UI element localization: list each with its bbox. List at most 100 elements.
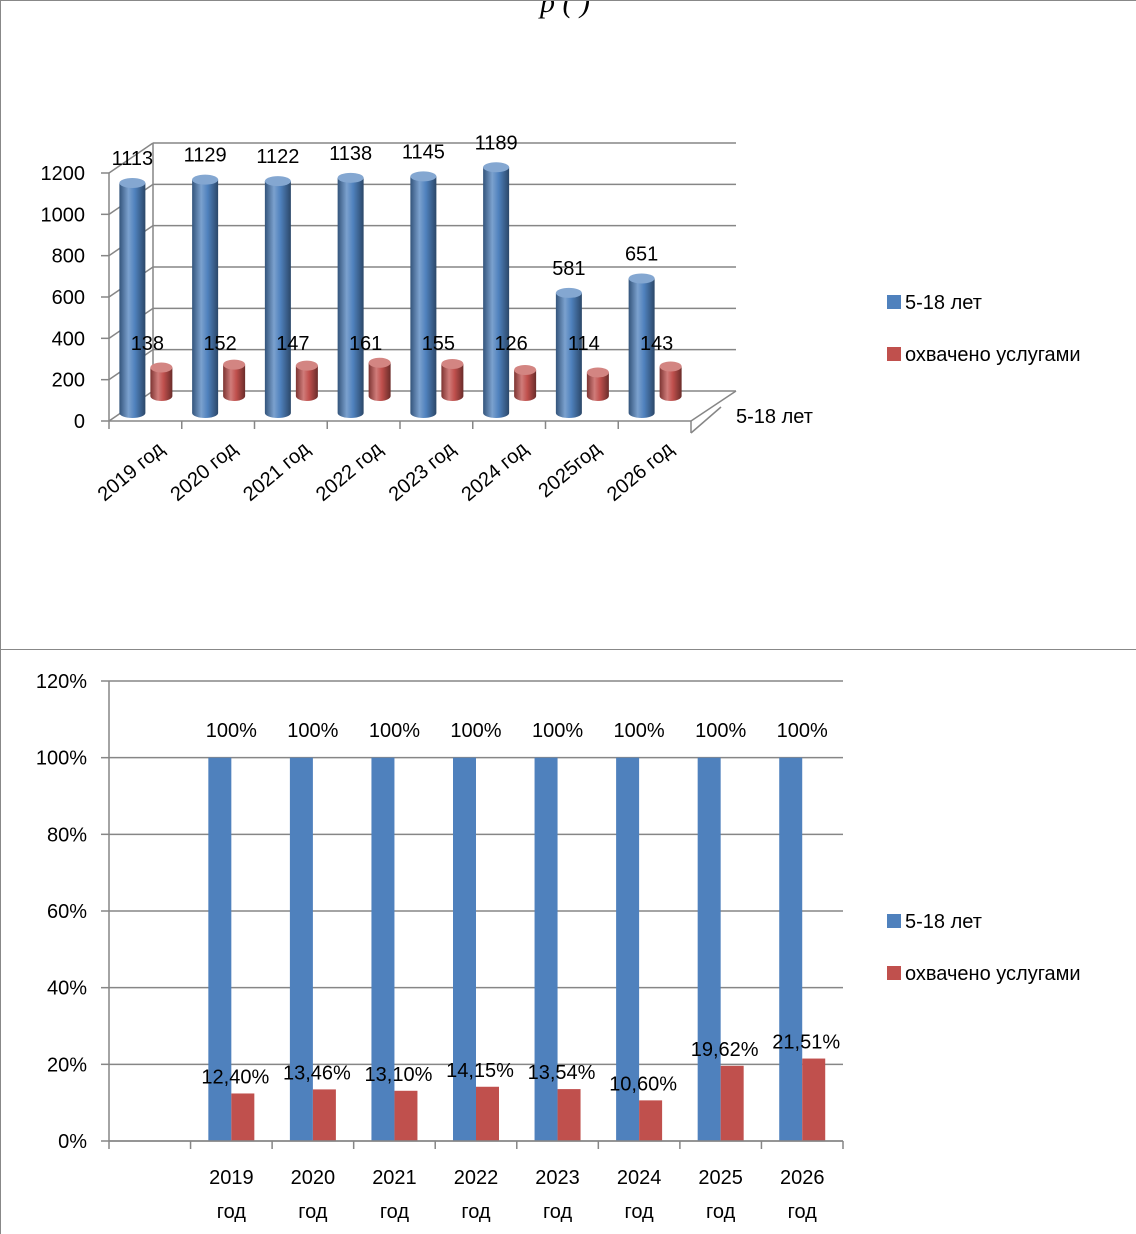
y-tick-label: 400 — [52, 328, 85, 350]
depth-tick — [690, 406, 722, 434]
x-tick-label-year: 2022 — [454, 1167, 499, 1189]
data-label-covered: 21,51% — [772, 1032, 840, 1054]
legend-swatch — [887, 347, 901, 361]
bar-5-18 — [453, 757, 476, 1141]
bar-covered-top — [223, 359, 246, 370]
bar-covered-top — [514, 364, 537, 375]
x-tick-label-unit: год — [543, 1201, 573, 1223]
x-tick-label-unit: год — [380, 1201, 410, 1223]
legend-label: охвачено услугами — [905, 963, 1081, 985]
x-tick-label: 2021 год — [239, 438, 314, 506]
data-label-5-18: 651 — [625, 243, 658, 265]
bar-5-18 — [119, 182, 146, 418]
bar-5-18 — [483, 167, 510, 418]
bar-covered — [476, 1086, 499, 1141]
data-label-covered: 152 — [203, 333, 236, 355]
bar-covered-top — [368, 357, 391, 368]
legend-swatch — [887, 966, 901, 980]
bar-5-18 — [208, 757, 232, 1141]
bar-5-18-top — [337, 172, 364, 183]
bar-covered-top — [586, 367, 609, 378]
legend-swatch — [887, 914, 901, 928]
bar-covered — [231, 1093, 255, 1141]
y-tick-label: 0% — [58, 1131, 87, 1153]
y-tick-label: 20% — [47, 1054, 87, 1076]
bar-5-18-top — [410, 171, 437, 182]
bar-5-18-top — [555, 287, 582, 298]
bar-5-18 — [779, 757, 803, 1141]
data-label-5-18: 100% — [206, 720, 257, 742]
data-label-covered: 13,54% — [528, 1062, 596, 1084]
data-label-covered: 114 — [568, 333, 600, 355]
bar-5-18 — [371, 757, 395, 1141]
depth-axis-label: 5-18 лет — [736, 406, 813, 428]
bar-5-18 — [337, 177, 364, 418]
bar-5-18-top — [483, 162, 510, 173]
bar-covered — [394, 1090, 418, 1141]
x-tick-label-unit: год — [461, 1201, 491, 1223]
bar-covered-top — [441, 358, 464, 369]
x-tick-label-unit: год — [217, 1201, 247, 1223]
x-tick-label: 2026 год — [603, 438, 678, 506]
data-label-5-18: 100% — [450, 720, 501, 742]
data-label-5-18: 1189 — [475, 132, 518, 154]
x-tick-label-unit: год — [298, 1201, 328, 1223]
x-tick-label-year: 2023 — [535, 1167, 580, 1189]
x-tick-label-unit: год — [706, 1201, 736, 1223]
x-tick-label-year: 2026 — [780, 1167, 825, 1189]
bar-covered — [441, 363, 464, 401]
gridline-side — [108, 142, 154, 174]
legend-swatch — [887, 295, 901, 309]
bar-covered — [368, 362, 391, 401]
bar-5-18-top — [628, 273, 655, 284]
bar-5-18 — [555, 292, 582, 418]
caption-fragment: р ( ) — [540, 0, 590, 19]
data-label-5-18: 100% — [614, 720, 665, 742]
bar-5-18 — [410, 176, 437, 418]
legend-label: 5-18 лет — [905, 292, 982, 314]
bar-5-18-top — [119, 177, 146, 188]
x-tick-label: 2019 год — [94, 438, 169, 506]
data-label-5-18: 100% — [287, 720, 338, 742]
chart-3d-frame: 0 200 400 600 800 1000 1200 5-18 лет 1113 138 2019… — [0, 0, 1136, 650]
x-tick-label-year: 2025 — [698, 1167, 743, 1189]
x-tick-label: 2025год — [534, 438, 605, 502]
x-tick-label-unit: год — [625, 1201, 655, 1223]
bar-covered — [659, 366, 682, 401]
bar-covered — [223, 364, 246, 401]
data-label-5-18: 581 — [552, 258, 585, 280]
x-tick-label-unit: год — [788, 1201, 818, 1223]
floor-edge — [690, 390, 737, 422]
x-tick-label-year: 2019 — [209, 1167, 254, 1189]
bar-covered — [586, 372, 609, 401]
bar-covered — [639, 1100, 663, 1141]
data-label-5-18: 1129 — [184, 145, 227, 167]
x-tick-label: 2022 год — [312, 438, 387, 506]
x-tick-label-year: 2024 — [617, 1167, 662, 1189]
data-label-covered: 147 — [276, 333, 309, 355]
bar-covered — [514, 369, 537, 401]
data-label-5-18: 1145 — [402, 141, 445, 163]
data-label-covered: 10,60% — [609, 1073, 677, 1095]
bar-5-18 — [697, 757, 721, 1141]
data-label-covered: 13,10% — [365, 1064, 433, 1086]
bar-5-18 — [616, 757, 640, 1141]
data-label-covered: 138 — [131, 333, 164, 355]
y-tick-label: 120% — [36, 671, 87, 693]
bar-covered-top — [659, 361, 682, 372]
bar-covered — [295, 365, 318, 401]
y-tick-label: 100% — [36, 748, 87, 770]
data-label-covered: 161 — [349, 333, 382, 355]
bar-covered — [802, 1058, 826, 1141]
chart-percent-bars: 0% 20% 40% 60% 80% 100% 120% 100% 12,40% 2019 год 1… — [36, 671, 1081, 1223]
x-tick-label-year: 2020 — [291, 1167, 336, 1189]
chart-percent-frame: 0% 20% 40% 60% 80% 100% 120% 100% 12,40% 2019 год 1… — [0, 649, 1136, 1234]
bar-5-18 — [628, 278, 655, 418]
data-label-covered: 143 — [640, 333, 673, 355]
y-tick-label: 1000 — [41, 204, 86, 226]
y-tick-label: 600 — [52, 287, 85, 309]
data-label-covered: 13,46% — [283, 1062, 351, 1084]
data-label-5-18: 1138 — [329, 143, 372, 165]
bar-covered — [150, 367, 173, 401]
chart-3d-cylinder-bars: 0 200 400 600 800 1000 1200 5-18 лет 1113 138 2019… — [41, 132, 1081, 506]
